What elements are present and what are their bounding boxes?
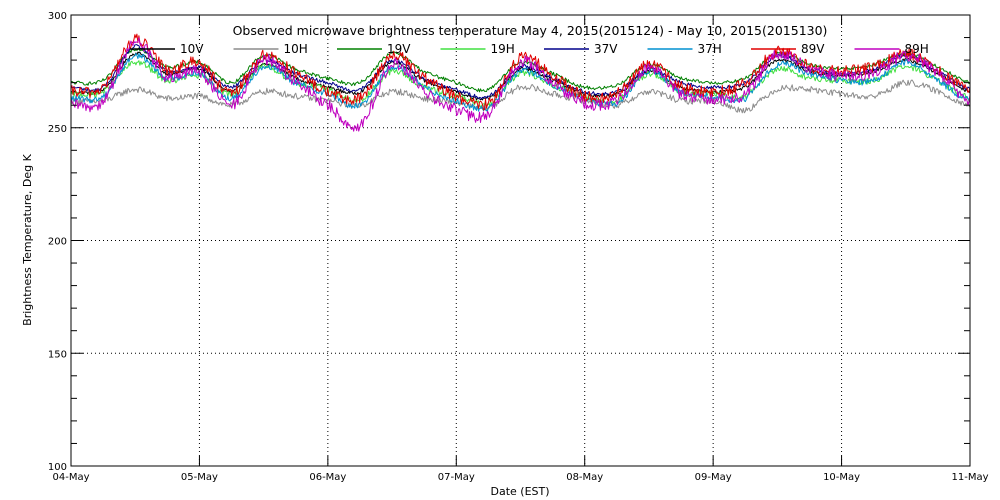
y-tick-label: 200 xyxy=(48,237,67,248)
legend-label-37v: 37V xyxy=(594,42,618,56)
tick-layer: 100 150 200 250 300 04-May 05-May 06-May 07-May 0… xyxy=(48,11,989,483)
legend: 10V 10H 19V 19H 37V 37H 89V 89H xyxy=(130,42,929,56)
legend-label-10h: 10H xyxy=(284,42,308,56)
x-tick-label: 09-May xyxy=(695,472,732,483)
legend-label-89v: 89V xyxy=(801,42,825,56)
legend-label-89h: 89H xyxy=(905,42,929,56)
y-tick-label: 150 xyxy=(48,349,67,360)
y-axis-title: Brightness Temperature, Deg K xyxy=(21,153,34,325)
series-line-10h xyxy=(70,79,971,114)
y-tick-label: 250 xyxy=(48,124,67,135)
x-tick-label: 07-May xyxy=(438,472,475,483)
series-layer xyxy=(70,33,971,132)
series-line-89h xyxy=(70,37,971,132)
legend-label-19v: 19V xyxy=(387,42,411,56)
x-tick-label: 08-May xyxy=(566,472,603,483)
x-tick-label: 10-May xyxy=(823,472,860,483)
x-axis-title: Date (EST) xyxy=(490,485,549,498)
legend-label-19h: 19H xyxy=(491,42,515,56)
y-tick-label: 300 xyxy=(48,11,67,22)
x-tick-label: 11-May xyxy=(951,472,988,483)
x-tick-label: 06-May xyxy=(309,472,346,483)
legend-label-37h: 37H xyxy=(698,42,722,56)
x-tick-label: 04-May xyxy=(52,472,89,483)
y-tick-label: 100 xyxy=(48,462,67,473)
chart-title: Observed microwave brightness temperatur… xyxy=(233,23,828,38)
legend-label-10v: 10V xyxy=(180,42,204,56)
x-tick-label: 05-May xyxy=(181,472,218,483)
series-line-89v xyxy=(70,33,971,111)
